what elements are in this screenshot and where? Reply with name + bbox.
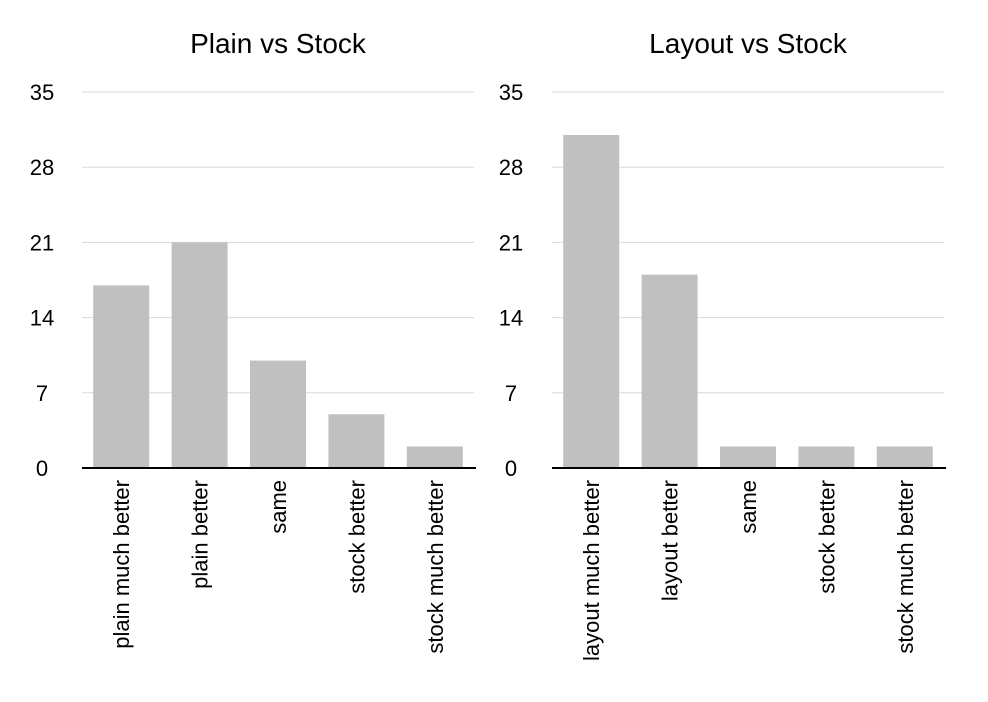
x-category-label: stock much better <box>893 480 918 654</box>
bar <box>250 360 306 468</box>
x-category-label: same <box>736 480 761 534</box>
x-category-label: same <box>266 480 291 534</box>
y-tick-label: 7 <box>505 381 517 406</box>
x-category-label: plain better <box>188 480 213 589</box>
y-tick-label: 0 <box>505 456 517 481</box>
bar <box>641 274 698 468</box>
bar <box>876 446 933 468</box>
bar <box>406 446 463 468</box>
x-category-label: plain much better <box>109 480 134 649</box>
bar <box>93 285 150 468</box>
bar <box>563 134 620 468</box>
bar <box>798 446 855 468</box>
chart-title: Plain vs Stock <box>190 28 367 59</box>
y-tick-label: 14 <box>30 306 54 331</box>
x-category-label: stock much better <box>423 480 448 654</box>
y-tick-label: 0 <box>36 456 48 481</box>
chart-panel-2: Layout vs Stock 0 7 14 21 28 35 layout much bet… <box>499 28 946 661</box>
y-tick-label: 28 <box>30 155 54 180</box>
x-category-label: layout better <box>658 480 683 601</box>
y-tick-label: 21 <box>499 230 523 255</box>
x-category-label: stock better <box>344 480 369 594</box>
bar <box>328 414 385 468</box>
y-tick-label: 7 <box>36 381 48 406</box>
y-tick-label: 35 <box>499 80 523 105</box>
chart-title: Layout vs Stock <box>649 28 848 59</box>
y-tick-label: 21 <box>30 230 54 255</box>
y-tick-label: 28 <box>499 155 523 180</box>
x-category-label: layout much better <box>579 480 604 661</box>
chart-panel-1: Plain vs Stock 0 7 14 21 28 35 plain much bette… <box>30 28 476 654</box>
bar <box>171 242 228 468</box>
y-tick-label: 35 <box>30 80 54 105</box>
bar <box>720 446 776 468</box>
y-tick-label: 14 <box>499 306 523 331</box>
x-category-label: stock better <box>814 480 839 594</box>
